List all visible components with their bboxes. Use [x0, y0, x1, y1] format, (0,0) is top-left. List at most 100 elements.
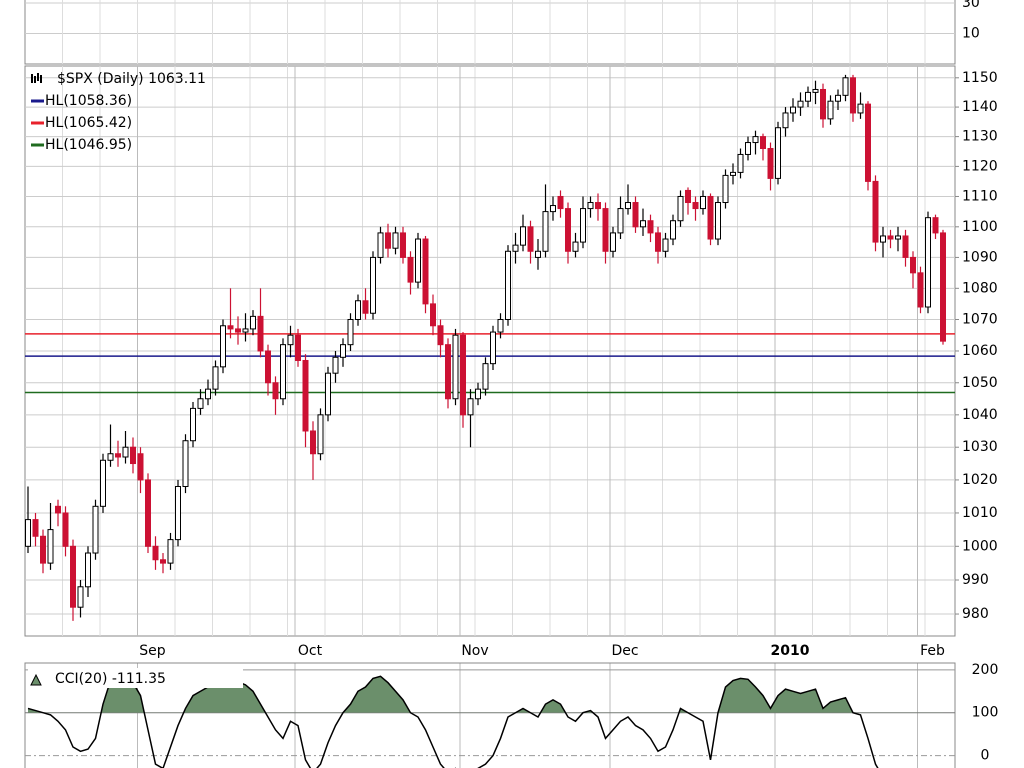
- candle-body: [827, 100, 834, 120]
- candle-body: [527, 226, 534, 252]
- candle-body: [520, 226, 526, 246]
- candle-body: [107, 453, 114, 461]
- candle-body: [310, 430, 316, 455]
- candle-body: [572, 241, 579, 252]
- candle-body: [287, 334, 294, 346]
- candle-body: [355, 300, 361, 321]
- candle-body: [625, 202, 631, 210]
- candle-body: [452, 334, 459, 400]
- candle-body: [482, 363, 489, 390]
- candle-body: [152, 545, 159, 561]
- y-tick-label: 10: [962, 26, 980, 42]
- candle-body: [340, 344, 346, 358]
- candle-body: [47, 529, 54, 564]
- candle-body: [77, 586, 84, 608]
- candle-body: [932, 217, 939, 234]
- y-tick-label: 1130: [962, 129, 998, 145]
- candle-body: [400, 232, 406, 258]
- candle-body: [505, 250, 511, 321]
- cci-area: [28, 676, 943, 713]
- candle-body: [445, 344, 451, 400]
- candle-body: [895, 235, 901, 240]
- candle-body: [280, 344, 286, 400]
- candle-body: [220, 325, 226, 368]
- candle-body: [122, 446, 129, 458]
- y-tick-label: 30: [962, 0, 980, 11]
- candle-body: [40, 535, 46, 564]
- candle-body: [775, 127, 781, 179]
- y-tick-label: 1030: [962, 439, 998, 455]
- candle-body: [212, 366, 219, 390]
- candle-body: [430, 303, 436, 327]
- candle-body: [272, 382, 279, 400]
- y-tick-label: 200: [972, 662, 999, 678]
- candle-body: [167, 539, 174, 564]
- chart-title: $SPX (Daily) 1063.11: [57, 71, 206, 87]
- cci-icon: [30, 673, 42, 686]
- candle-body: [902, 235, 909, 258]
- cci-line: [27, 675, 879, 768]
- candle-body: [797, 100, 804, 108]
- candle-body: [205, 388, 211, 400]
- candle-body: [235, 328, 241, 333]
- candle-body: [182, 440, 189, 488]
- candle-body: [685, 189, 691, 204]
- candle-body: [557, 195, 564, 210]
- candle-body: [715, 202, 721, 240]
- candle-body: [850, 77, 856, 114]
- y-tick-label: 1080: [962, 280, 998, 296]
- candle-body: [227, 325, 234, 330]
- x-tick-label: Sep: [139, 643, 166, 659]
- candle-body: [812, 88, 819, 93]
- legend-label: HL(1065.42): [45, 115, 132, 131]
- y-tick-label: 1150: [962, 70, 998, 86]
- candle-body: [940, 232, 946, 342]
- candle-body: [295, 334, 301, 361]
- candle-body: [865, 103, 871, 182]
- candle-body: [332, 356, 339, 374]
- candle-body: [137, 453, 144, 481]
- candle-body: [655, 232, 661, 252]
- candle-body: [910, 256, 916, 274]
- y-tick-label: 1020: [962, 472, 998, 488]
- candle-body: [392, 232, 399, 249]
- x-tick-label: Feb: [920, 643, 945, 659]
- candle-body: [242, 328, 249, 333]
- candle-body: [385, 232, 391, 249]
- candle-body: [767, 147, 774, 179]
- candle-body: [407, 256, 414, 283]
- candle-body: [347, 319, 354, 346]
- candle-body: [730, 171, 736, 176]
- y-tick-label: 1060: [962, 343, 998, 359]
- candle-body: [512, 244, 519, 252]
- candle-body: [617, 208, 624, 234]
- candle-body: [62, 512, 69, 547]
- candle-body: [265, 350, 271, 384]
- y-tick-label: 1120: [962, 158, 998, 174]
- legend-label: HL(1046.95): [45, 137, 132, 153]
- candle-body: [175, 486, 181, 541]
- candle-body: [250, 315, 256, 330]
- candle-body: [670, 220, 676, 240]
- candle-body: [197, 398, 204, 409]
- x-tick-label: Oct: [298, 643, 323, 659]
- candle-body: [722, 174, 729, 204]
- candle-body: [565, 208, 571, 252]
- legend-label: HL(1058.36): [45, 93, 132, 109]
- candle-body: [835, 94, 841, 102]
- y-tick-label: 0: [981, 748, 990, 764]
- candle-body: [760, 136, 766, 149]
- candle-body: [857, 103, 864, 114]
- candle-body: [692, 202, 699, 210]
- candle-body: [160, 559, 166, 564]
- candle-body: [257, 315, 264, 352]
- candle-body: [610, 232, 616, 252]
- candle-body: [302, 359, 309, 432]
- candle-body: [100, 459, 106, 507]
- candle-body: [880, 235, 886, 243]
- candle-body: [25, 519, 31, 547]
- candle-body: [325, 372, 331, 416]
- candle-body: [370, 256, 376, 314]
- candle-body: [925, 217, 931, 308]
